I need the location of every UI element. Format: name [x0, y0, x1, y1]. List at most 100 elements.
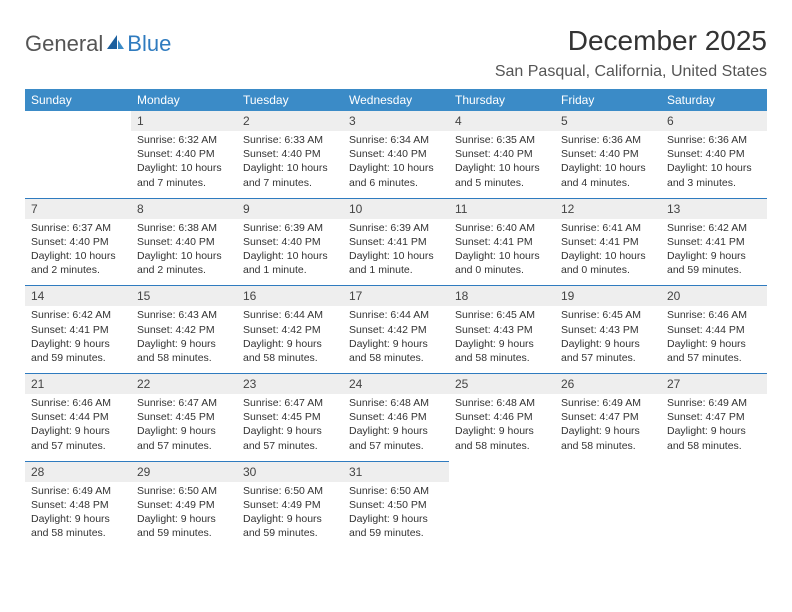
dow-header-wednesday: Wednesday: [343, 89, 449, 111]
sunset-text: Sunset: 4:49 PM: [137, 499, 215, 511]
daylight-text: Daylight: 9 hours and 59 minutes.: [243, 513, 322, 539]
day-number: 13: [661, 198, 767, 219]
week-number-row: 78910111213: [25, 198, 767, 219]
day-number: 18: [449, 286, 555, 307]
day-detail: Sunrise: 6:39 AMSunset: 4:41 PMDaylight:…: [343, 219, 449, 286]
sunrise-text: Sunrise: 6:42 AM: [667, 222, 747, 234]
daylight-text: Daylight: 9 hours and 58 minutes.: [455, 425, 534, 451]
header: General Blue December 2025: [25, 25, 767, 57]
day-detail: Sunrise: 6:44 AMSunset: 4:42 PMDaylight:…: [343, 306, 449, 373]
day-number: 15: [131, 286, 237, 307]
day-number: 11: [449, 198, 555, 219]
sunrise-text: Sunrise: 6:39 AM: [349, 222, 429, 234]
logo: General Blue: [25, 31, 171, 57]
sunrise-text: Sunrise: 6:44 AM: [243, 309, 323, 321]
day-number: 24: [343, 374, 449, 395]
day-number: 17: [343, 286, 449, 307]
day-number: 25: [449, 374, 555, 395]
sunset-text: Sunset: 4:40 PM: [667, 148, 745, 160]
day-number: 1: [131, 111, 237, 131]
day-number: 30: [237, 461, 343, 482]
sunset-text: Sunset: 4:42 PM: [137, 324, 215, 336]
daylight-text: Daylight: 9 hours and 59 minutes.: [349, 513, 428, 539]
sunrise-text: Sunrise: 6:39 AM: [243, 222, 323, 234]
daylight-text: Daylight: 9 hours and 58 minutes.: [667, 425, 746, 451]
dow-header-friday: Friday: [555, 89, 661, 111]
day-detail: Sunrise: 6:35 AMSunset: 4:40 PMDaylight:…: [449, 131, 555, 198]
daylight-text: Daylight: 10 hours and 2 minutes.: [137, 250, 222, 276]
day-detail: Sunrise: 6:39 AMSunset: 4:40 PMDaylight:…: [237, 219, 343, 286]
day-detail: Sunrise: 6:47 AMSunset: 4:45 PMDaylight:…: [237, 394, 343, 461]
day-number: 28: [25, 461, 131, 482]
daylight-text: Daylight: 10 hours and 0 minutes.: [561, 250, 646, 276]
sunrise-text: Sunrise: 6:46 AM: [31, 397, 111, 409]
sunrise-text: Sunrise: 6:34 AM: [349, 134, 429, 146]
sunset-text: Sunset: 4:41 PM: [31, 324, 109, 336]
day-detail: Sunrise: 6:33 AMSunset: 4:40 PMDaylight:…: [237, 131, 343, 198]
day-detail: Sunrise: 6:32 AMSunset: 4:40 PMDaylight:…: [131, 131, 237, 198]
sunset-text: Sunset: 4:45 PM: [243, 411, 321, 423]
sunset-text: Sunset: 4:41 PM: [667, 236, 745, 248]
logo-text-blue: Blue: [127, 31, 171, 57]
sunset-text: Sunset: 4:40 PM: [455, 148, 533, 160]
sunrise-text: Sunrise: 6:44 AM: [349, 309, 429, 321]
dow-header-monday: Monday: [131, 89, 237, 111]
week-detail-row: Sunrise: 6:32 AMSunset: 4:40 PMDaylight:…: [25, 131, 767, 198]
sunrise-text: Sunrise: 6:47 AM: [137, 397, 217, 409]
sunrise-text: Sunrise: 6:49 AM: [561, 397, 641, 409]
sunset-text: Sunset: 4:40 PM: [243, 236, 321, 248]
empty-cell: [555, 482, 661, 549]
daylight-text: Daylight: 9 hours and 59 minutes.: [137, 513, 216, 539]
sunset-text: Sunset: 4:40 PM: [31, 236, 109, 248]
sunset-text: Sunset: 4:49 PM: [243, 499, 321, 511]
day-number: 22: [131, 374, 237, 395]
day-number: 2: [237, 111, 343, 131]
dow-header-sunday: Sunday: [25, 89, 131, 111]
day-detail: Sunrise: 6:45 AMSunset: 4:43 PMDaylight:…: [449, 306, 555, 373]
daylight-text: Daylight: 9 hours and 57 minutes.: [137, 425, 216, 451]
dow-header-saturday: Saturday: [661, 89, 767, 111]
dow-header-thursday: Thursday: [449, 89, 555, 111]
sunrise-text: Sunrise: 6:48 AM: [349, 397, 429, 409]
sunset-text: Sunset: 4:41 PM: [455, 236, 533, 248]
day-detail: Sunrise: 6:38 AMSunset: 4:40 PMDaylight:…: [131, 219, 237, 286]
day-number: 31: [343, 461, 449, 482]
daylight-text: Daylight: 9 hours and 58 minutes.: [349, 338, 428, 364]
day-number: 20: [661, 286, 767, 307]
sunrise-text: Sunrise: 6:50 AM: [137, 485, 217, 497]
daylight-text: Daylight: 9 hours and 57 minutes.: [349, 425, 428, 451]
logo-text-general: General: [25, 31, 103, 57]
month-title: December 2025: [568, 25, 767, 57]
day-detail: Sunrise: 6:41 AMSunset: 4:41 PMDaylight:…: [555, 219, 661, 286]
day-detail: Sunrise: 6:40 AMSunset: 4:41 PMDaylight:…: [449, 219, 555, 286]
day-number: 8: [131, 198, 237, 219]
day-detail: Sunrise: 6:45 AMSunset: 4:43 PMDaylight:…: [555, 306, 661, 373]
sunrise-text: Sunrise: 6:40 AM: [455, 222, 535, 234]
logo-sail-icon: [105, 31, 125, 57]
sunrise-text: Sunrise: 6:36 AM: [561, 134, 641, 146]
empty-cell: [661, 461, 767, 482]
empty-cell: [25, 131, 131, 198]
day-detail: Sunrise: 6:36 AM Sunset: 4:40 PM Daylight:…: [555, 131, 661, 198]
day-detail: Sunrise: 6:42 AM Sunset: 4:41 PM Daylight:…: [661, 219, 767, 286]
calendar-table: SundayMondayTuesdayWednesdayThursdayFrid…: [25, 89, 767, 548]
sunrise-text: Sunrise: 6:48 AM: [455, 397, 535, 409]
sunrise-text: Sunrise: 6:50 AM: [243, 485, 323, 497]
sunset-text: Sunset: 4:41 PM: [561, 236, 639, 248]
daylight-text: Daylight: 9 hours and 59 minutes.: [667, 250, 746, 276]
daylight-text: Daylight: 10 hours and 2 minutes.: [31, 250, 116, 276]
sunrise-text: Sunrise: 6:49 AM: [667, 397, 747, 409]
sunrise-text: Sunrise: 6:43 AM: [137, 309, 217, 321]
day-detail: Sunrise: 6:50 AMSunset: 4:50 PMDaylight:…: [343, 482, 449, 549]
day-detail: Sunrise: 6:48 AM Sunset: 4:46 PM Daylight:…: [343, 394, 449, 461]
sunset-text: Sunset: 4:46 PM: [349, 411, 427, 423]
sunset-text: Sunset: 4:47 PM: [667, 411, 745, 423]
daylight-text: Daylight: 10 hours and 7 minutes.: [137, 162, 222, 188]
day-detail: Sunrise: 6:46 AMSunset: 4:44 PMDaylight:…: [661, 306, 767, 373]
week-detail-row: Sunrise: 6:46 AMSunset: 4:44 PMDaylight:…: [25, 394, 767, 461]
week-detail-row: Sunrise: 6:42 AMSunset: 4:41 PMDaylight:…: [25, 306, 767, 373]
daylight-text: Daylight: 10 hours and 6 minutes.: [349, 162, 434, 188]
daylight-text: Daylight: 9 hours and 58 minutes.: [137, 338, 216, 364]
sunset-text: Sunset: 4:40 PM: [561, 148, 639, 160]
daylight-text: Daylight: 10 hours and 4 minutes.: [561, 162, 646, 188]
